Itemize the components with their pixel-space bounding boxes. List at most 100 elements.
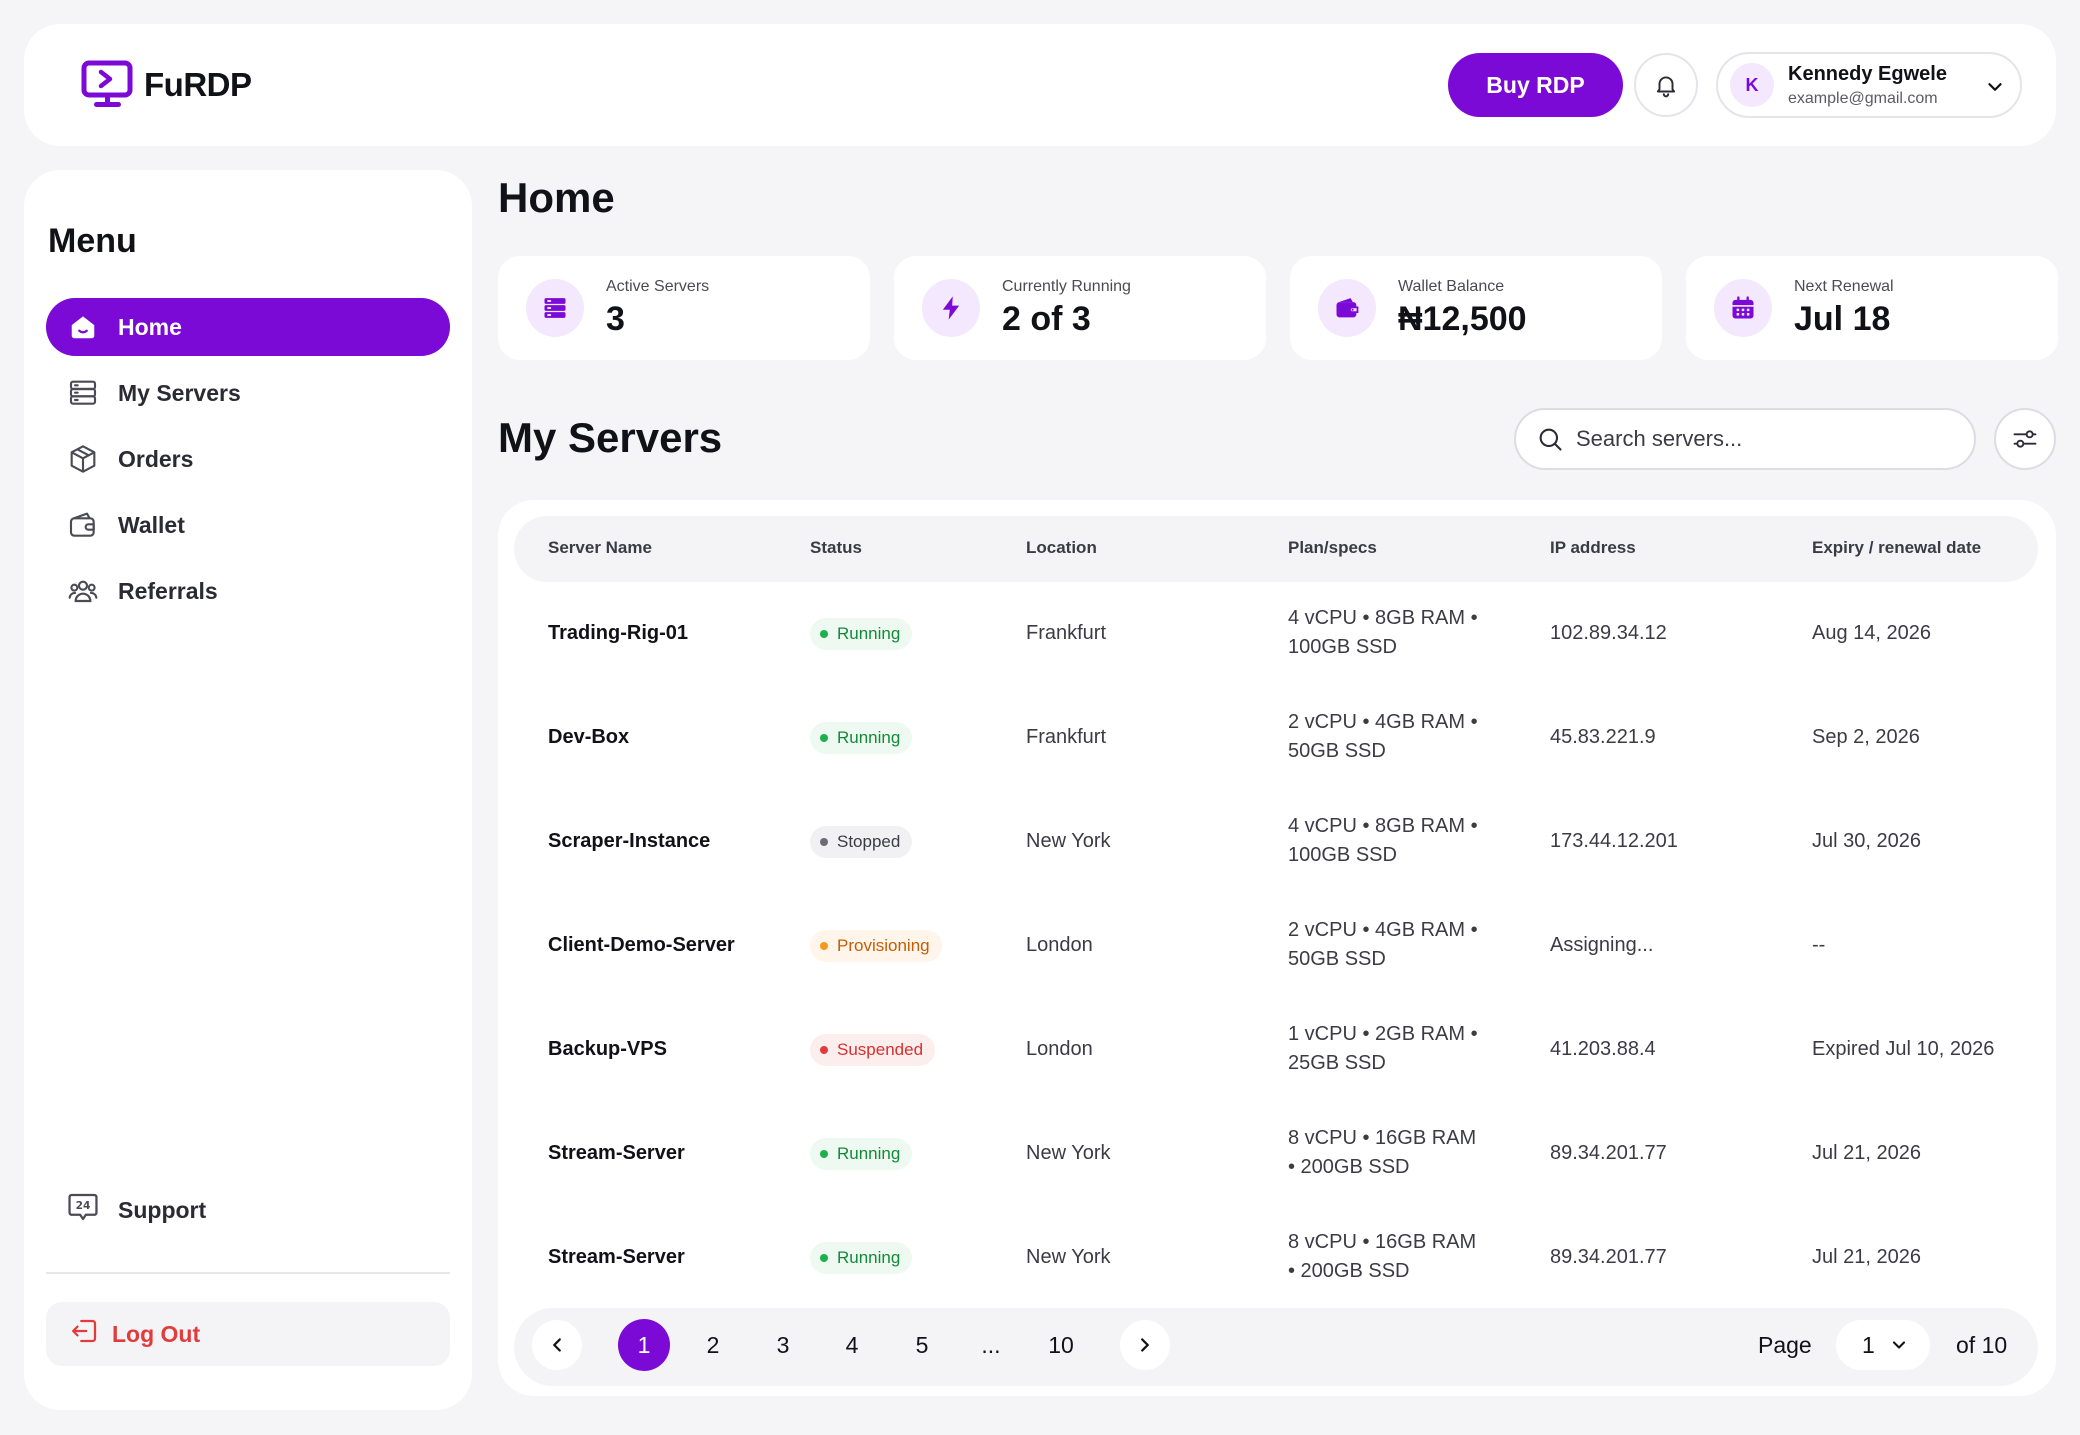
column-header[interactable]: Plan/specs <box>1288 538 1377 557</box>
page-button[interactable]: 3 <box>776 1331 790 1358</box>
server-plan: 8 vCPU • 16GB RAM • 200GB SSD <box>1288 1228 1476 1286</box>
sidebar-item-label: Orders <box>118 445 194 472</box>
column-header[interactable]: Status <box>810 538 862 557</box>
server-plan-line: 8 vCPU • 16GB RAM <box>1288 1231 1477 1253</box>
server-plan: 4 vCPU • 8GB RAM • 100GB SSD <box>1288 604 1478 662</box>
page-button[interactable]: 1 <box>618 1319 670 1371</box>
prev-page-button[interactable] <box>532 1320 582 1370</box>
server-location: New York <box>1026 1246 1111 1268</box>
search-box[interactable] <box>1514 408 1976 470</box>
logout-icon <box>70 1316 100 1352</box>
section-title-my-servers: My Servers <box>498 414 723 461</box>
server-name[interactable]: Backup-VPS <box>548 1038 667 1060</box>
status-dot <box>820 942 828 950</box>
sidebar: Menu Home My Servers Orders Wallet <box>24 170 472 1410</box>
server-ip: 89.34.201.77 <box>1550 1246 1667 1268</box>
search-icon <box>1539 428 1562 451</box>
server-plan: 8 vCPU • 16GB RAM • 200GB SSD <box>1288 1124 1476 1182</box>
status-badge: Running <box>810 722 913 754</box>
server-plan: 4 vCPU • 8GB RAM • 100GB SSD <box>1288 812 1478 870</box>
table-row[interactable]: Stream-Server Running New York 8 vCPU • 16G… <box>498 1206 2056 1310</box>
server-name[interactable]: Stream-Server <box>548 1246 685 1268</box>
table-row[interactable]: Trading-Rig-01 Running Frankfurt 4 vCPU • 8… <box>498 582 2056 686</box>
page-button[interactable]: 2 <box>706 1331 720 1358</box>
sidebar-item-home[interactable]: Home <box>46 298 450 356</box>
status-dot <box>820 1046 828 1054</box>
status-label: Running <box>837 624 901 643</box>
column-header[interactable]: Location <box>1026 538 1097 557</box>
sidebar-item-wallet[interactable]: Wallet <box>46 496 450 554</box>
status-badge: Running <box>810 1242 913 1274</box>
column-header[interactable]: Server Name <box>548 538 652 557</box>
divider <box>46 1272 450 1274</box>
status-label: Suspended <box>837 1040 924 1059</box>
status-label: Provisioning <box>837 936 930 955</box>
server-name[interactable]: Client-Demo-Server <box>548 934 735 956</box>
status-dot <box>820 838 828 846</box>
servers-table: Server Name Status Location Plan/specs I… <box>498 500 2056 1396</box>
page-select[interactable]: 1 <box>1836 1320 1930 1370</box>
stat-card-currently-running: Currently Running 2 of 3 <box>894 256 1266 360</box>
avatar: K <box>1730 63 1774 107</box>
server-plan: 1 vCPU • 2GB RAM • 25GB SSD <box>1288 1020 1478 1078</box>
chevron-down-icon <box>1988 83 2002 91</box>
server-plan-line: • 200GB SSD <box>1288 1260 1410 1282</box>
wallet-icon <box>66 508 100 542</box>
status-dot <box>820 630 828 638</box>
status-label: Running <box>837 1248 901 1267</box>
table-row[interactable]: Client-Demo-Server Provisioning London 2 vC… <box>498 894 2056 998</box>
logo[interactable]: FuRDP <box>80 60 252 110</box>
stat-label: Active Servers <box>606 277 710 295</box>
table-row[interactable]: Dev-Box Running Frankfurt 2 vCPU • 4GB RAM … <box>498 686 2056 790</box>
buy-rdp-button[interactable]: Buy RDP <box>1448 53 1623 117</box>
filter-button[interactable] <box>1994 408 2056 470</box>
server-plan-line: 2 vCPU • 4GB RAM • <box>1288 919 1478 941</box>
server-expiry: Jul 21, 2026 <box>1812 1142 1921 1164</box>
stats-row: Active Servers 3 Currently Running 2 of … <box>498 256 2058 360</box>
next-page-button[interactable] <box>1120 1320 1170 1370</box>
page-label: Page <box>1758 1332 1812 1358</box>
sidebar-item-support[interactable]: 24 Support <box>66 1190 206 1230</box>
stat-card-active-servers: Active Servers 3 <box>498 256 870 360</box>
status-badge: Stopped <box>810 826 913 858</box>
server-plan-line: 4 vCPU • 8GB RAM • <box>1288 607 1478 629</box>
server-name[interactable]: Dev-Box <box>548 726 630 748</box>
user-name: Kennedy Egwele <box>1788 62 1947 85</box>
server-name[interactable]: Stream-Server <box>548 1142 685 1164</box>
table-row[interactable]: Scraper-Instance Stopped New York 4 vCPU • … <box>498 790 2056 894</box>
chevron-right-icon <box>1141 1338 1149 1352</box>
server-plan-line: 50GB SSD <box>1288 740 1386 762</box>
server-expiry: Aug 14, 2026 <box>1812 622 1931 644</box>
table-row[interactable]: Stream-Server Running New York 8 vCPU • 16G… <box>498 1102 2056 1206</box>
support-24-icon: 24 <box>66 1190 100 1230</box>
server-location: New York <box>1026 830 1111 852</box>
stat-label: Next Renewal <box>1794 277 1894 295</box>
server-expiry: Jul 30, 2026 <box>1812 830 1921 852</box>
stat-label: Currently Running <box>1002 277 1131 295</box>
table-row[interactable]: Backup-VPS Suspended London 1 vCPU • 2GB RA… <box>498 998 2056 1102</box>
server-plan-line: 100GB SSD <box>1288 636 1397 658</box>
server-expiry: Expired Jul 10, 2026 <box>1812 1038 1995 1060</box>
server-ip: 173.44.12.201 <box>1550 830 1678 852</box>
page-button[interactable]: 10 <box>1048 1331 1074 1358</box>
notifications-button[interactable] <box>1634 53 1698 117</box>
sidebar-item-my-servers[interactable]: My Servers <box>46 364 450 422</box>
logout-button[interactable]: Log Out <box>46 1302 450 1366</box>
stat-label: Wallet Balance <box>1398 277 1505 295</box>
page-total-label: of 10 <box>1956 1332 2008 1358</box>
page-title: Home <box>498 174 615 221</box>
user-menu[interactable]: K Kennedy Egwele example@gmail.com <box>1716 52 2022 118</box>
search-input[interactable] <box>1576 426 1956 452</box>
page-button[interactable]: 4 <box>845 1331 859 1358</box>
sidebar-nav: Home My Servers Orders Wallet Referrals <box>46 298 450 628</box>
sidebar-item-orders[interactable]: Orders <box>46 430 450 488</box>
column-header[interactable]: IP address <box>1550 538 1636 557</box>
server-plan-line: 4 vCPU • 8GB RAM • <box>1288 815 1478 837</box>
table-header: Server Name Status Location Plan/specs I… <box>514 516 2038 582</box>
page-button[interactable]: 5 <box>915 1331 929 1358</box>
sidebar-item-referrals[interactable]: Referrals <box>46 562 450 620</box>
app-name: FuRDP <box>144 66 252 103</box>
server-name[interactable]: Scraper-Instance <box>548 830 711 852</box>
server-name[interactable]: Trading-Rig-01 <box>548 622 689 644</box>
column-header[interactable]: Expiry / renewal date <box>1812 538 1982 557</box>
